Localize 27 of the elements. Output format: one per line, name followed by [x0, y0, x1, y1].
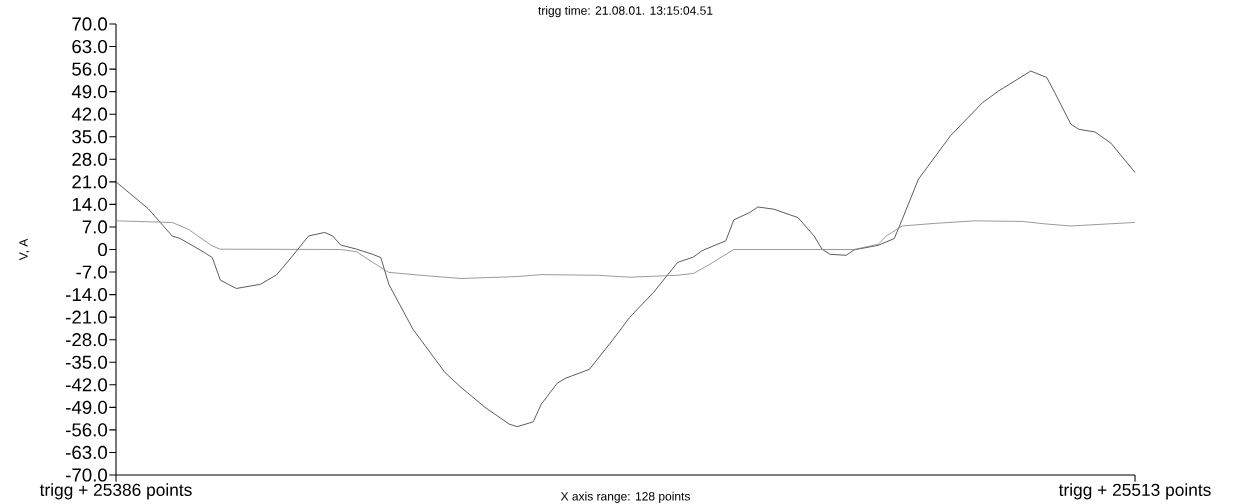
y-tick-label: -42.0: [66, 378, 108, 392]
y-tick-label: 35.0: [72, 130, 108, 144]
x-tick-label: trigg + 25513 points: [1058, 483, 1211, 500]
y-tick-label: -56.0: [66, 423, 108, 437]
chart-title: trigg time: 21.08.01. 13:15:04.51: [538, 5, 713, 18]
y-tick-label: -63.0: [66, 445, 108, 460]
y-axis-title: V, A: [19, 238, 30, 261]
line-series: [115, 70, 1136, 428]
y-tick-label: 56.0: [72, 62, 108, 76]
x-axis-title: X axis range: 128 points: [560, 491, 690, 503]
y-tick-label: 28.0: [72, 152, 108, 166]
y-tick-label: 21.0: [72, 175, 108, 189]
y-tick-label: 63.0: [72, 39, 108, 54]
y-tick-label: -49.0: [66, 400, 108, 414]
y-tick-label: 0: [98, 242, 108, 257]
y-tick-label: -35.0: [66, 355, 108, 369]
x-tick-label: trigg + 25386 points: [39, 483, 192, 500]
y-tick-label: 42.0: [71, 107, 108, 121]
y-tick-label: -21.0: [66, 310, 108, 324]
y-tick-label: 49.0: [71, 85, 108, 99]
y-tick-label: -70.0: [66, 468, 108, 482]
y-tick-label: 70.0: [72, 17, 108, 31]
y-tick-label: 7.0: [82, 220, 108, 234]
y-tick-label: 14.0: [72, 197, 108, 212]
y-tick-label: -7.0: [76, 265, 108, 279]
y-tick-label: -14.0: [66, 287, 108, 302]
y-tick-label: -28.0: [66, 333, 108, 347]
